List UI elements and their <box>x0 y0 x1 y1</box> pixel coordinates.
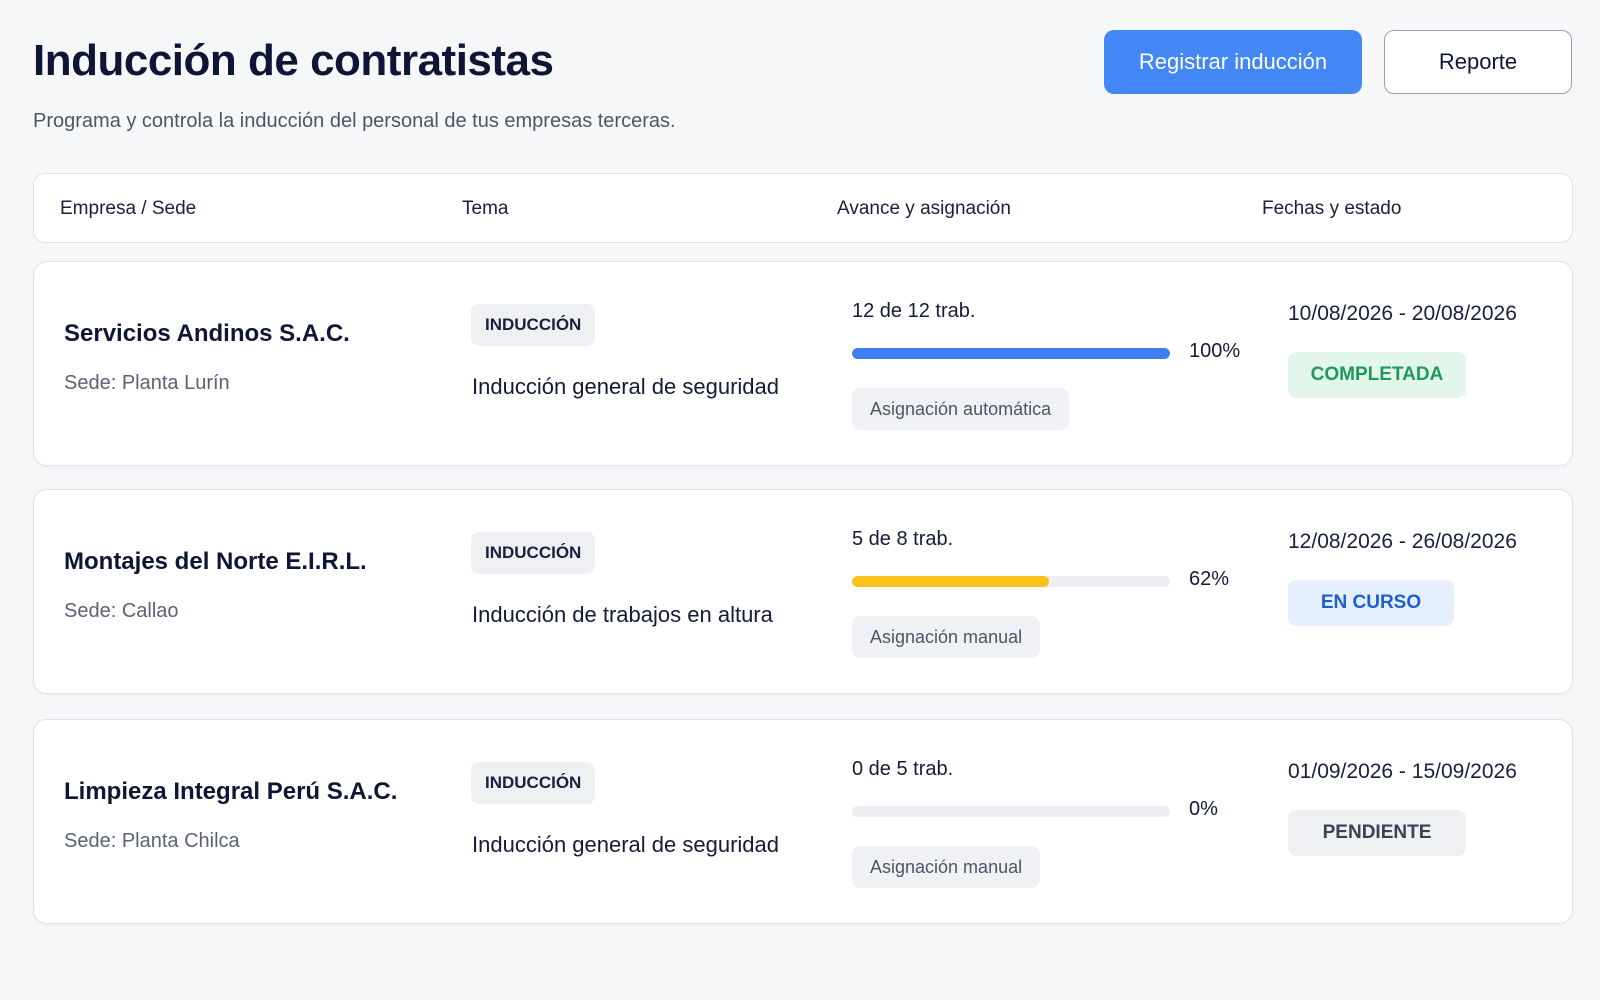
table-row[interactable]: Servicios Andinos S.A.C. Sede: Planta Lu… <box>33 261 1573 466</box>
progress-percent: 62% <box>1189 568 1230 590</box>
assignment-chip: Asignación manual <box>852 616 1041 658</box>
assignment-chip: Asignación manual <box>852 846 1041 888</box>
register-induction-button[interactable]: Registrar inducción <box>1104 30 1362 94</box>
type-tag: INDUCCIÓN <box>471 304 596 346</box>
column-header-tema[interactable]: Tema <box>462 198 509 219</box>
worker-count: 12 de 12 trab. <box>852 300 976 322</box>
table-header: Empresa / Sede Tema Avance y asignación … <box>33 173 1573 243</box>
table-row[interactable]: Limpieza Integral Perú S.A.C. Sede: Plan… <box>33 719 1573 924</box>
progress-bar-fill <box>852 576 1050 587</box>
progress-percent: 100% <box>1189 340 1241 362</box>
company-name[interactable]: Limpieza Integral Perú S.A.C. <box>64 778 398 805</box>
page-title: Inducción de contratistas <box>33 36 554 85</box>
topic-text: Inducción general de seguridad <box>472 374 780 399</box>
worker-count: 0 de 5 trab. <box>852 758 954 780</box>
progress-bar <box>852 576 1170 587</box>
status-badge: COMPLETADA <box>1288 352 1466 398</box>
type-tag: INDUCCIÓN <box>471 762 596 804</box>
report-button[interactable]: Reporte <box>1384 30 1572 94</box>
topic-text: Inducción general de seguridad <box>472 832 780 857</box>
worker-count: 5 de 8 trab. <box>852 528 954 550</box>
progress-bar <box>852 348 1170 359</box>
column-header-empresa[interactable]: Empresa / Sede <box>60 198 197 219</box>
column-header-avance[interactable]: Avance y asignación <box>837 198 1011 219</box>
table-row[interactable]: Montajes del Norte E.I.R.L. Sede: Callao… <box>33 489 1573 694</box>
date-range: 10/08/2026 - 20/08/2026 <box>1288 302 1517 325</box>
company-name[interactable]: Servicios Andinos S.A.C. <box>64 320 350 347</box>
company-site: Sede: Callao <box>64 600 179 622</box>
date-range: 01/09/2026 - 15/09/2026 <box>1288 760 1517 783</box>
progress-bar-fill <box>852 348 1170 359</box>
date-range: 12/08/2026 - 26/08/2026 <box>1288 530 1517 553</box>
type-tag: INDUCCIÓN <box>471 532 596 574</box>
column-header-fechas[interactable]: Fechas y estado <box>1262 198 1402 219</box>
progress-bar <box>852 806 1170 817</box>
topic-text: Inducción de trabajos en altura <box>472 602 773 627</box>
company-name[interactable]: Montajes del Norte E.I.R.L. <box>64 548 367 575</box>
company-site: Sede: Planta Lurín <box>64 372 230 394</box>
company-site: Sede: Planta Chilca <box>64 830 240 852</box>
progress-percent: 0% <box>1189 798 1218 820</box>
assignment-chip: Asignación automática <box>852 388 1070 430</box>
status-badge: EN CURSO <box>1288 580 1454 626</box>
page-subtitle: Programa y controla la inducción del per… <box>33 110 676 132</box>
status-badge: PENDIENTE <box>1288 810 1466 856</box>
page-header: Inducción de contratistas Programa y con… <box>33 30 1572 140</box>
